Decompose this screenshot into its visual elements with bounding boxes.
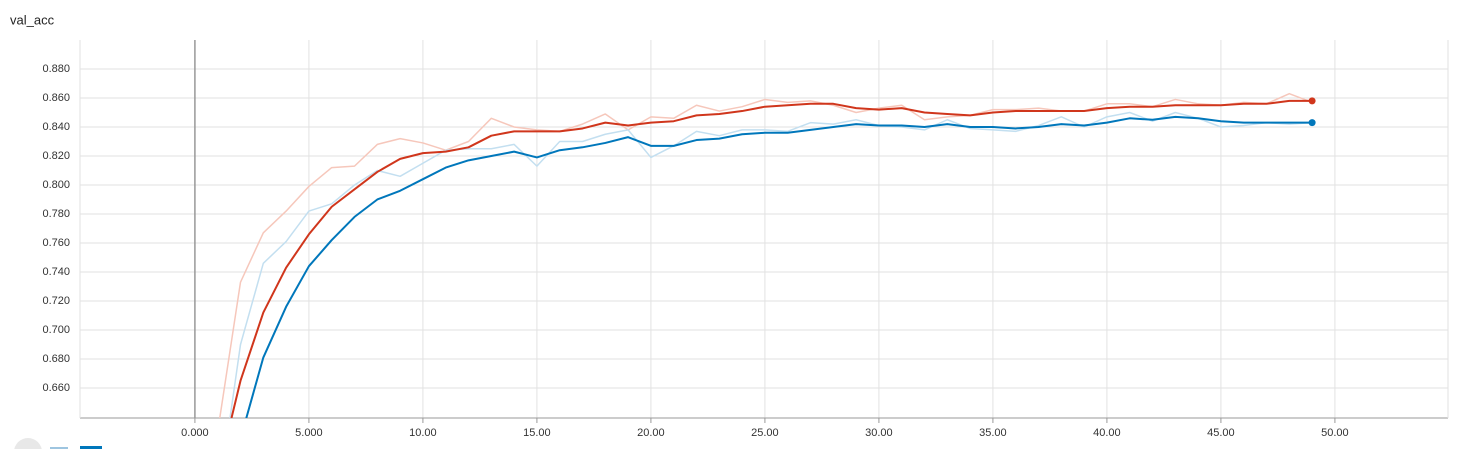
series-line: [230, 99, 1313, 418]
y-tick-label: 0.860: [42, 92, 70, 104]
x-tick-label: 15.00: [523, 427, 551, 439]
chart-title: val_acc: [10, 12, 55, 27]
x-tick-label: 20.00: [637, 427, 665, 439]
x-tick-label: 35.00: [979, 427, 1007, 439]
x-tick-label: 50.00: [1321, 427, 1349, 439]
toolbar-icon[interactable]: [50, 447, 68, 449]
toolbar-icon[interactable]: [80, 446, 102, 449]
x-tick-label: 40.00: [1093, 427, 1121, 439]
y-tick-label: 0.700: [42, 324, 70, 336]
x-tick-label: 10.00: [409, 427, 437, 439]
x-tick-label: 25.00: [751, 427, 779, 439]
axis-labels: 0.660 0.680 0.700 0.720 0.740 0.760 0.780 0.800…: [42, 63, 1348, 439]
y-tick-label: 0.780: [42, 208, 70, 220]
x-tick-label: 30.00: [865, 427, 893, 439]
y-tick-label: 0.880: [42, 63, 70, 75]
y-tick-label: 0.740: [42, 266, 70, 278]
y-tick-label: 0.840: [42, 121, 70, 133]
y-tick-label: 0.800: [42, 179, 70, 191]
y-tick-label: 0.680: [42, 353, 70, 365]
x-tick-label: 45.00: [1207, 427, 1235, 439]
last-point: [1308, 119, 1316, 127]
series-line: [219, 92, 1313, 418]
series-line: [229, 111, 1313, 418]
toolbar-button[interactable]: [14, 438, 42, 449]
plot-area: [219, 92, 1316, 418]
y-tick-label: 0.760: [42, 237, 70, 249]
x-tick-label: 0.000: [181, 427, 209, 439]
y-tick-label: 0.660: [42, 382, 70, 394]
y-tick-label: 0.720: [42, 295, 70, 307]
series-line: [245, 115, 1313, 418]
grid: [79, 40, 1449, 423]
y-tick-label: 0.820: [42, 150, 70, 162]
last-point: [1308, 97, 1316, 105]
x-tick-label: 5.000: [295, 427, 323, 439]
